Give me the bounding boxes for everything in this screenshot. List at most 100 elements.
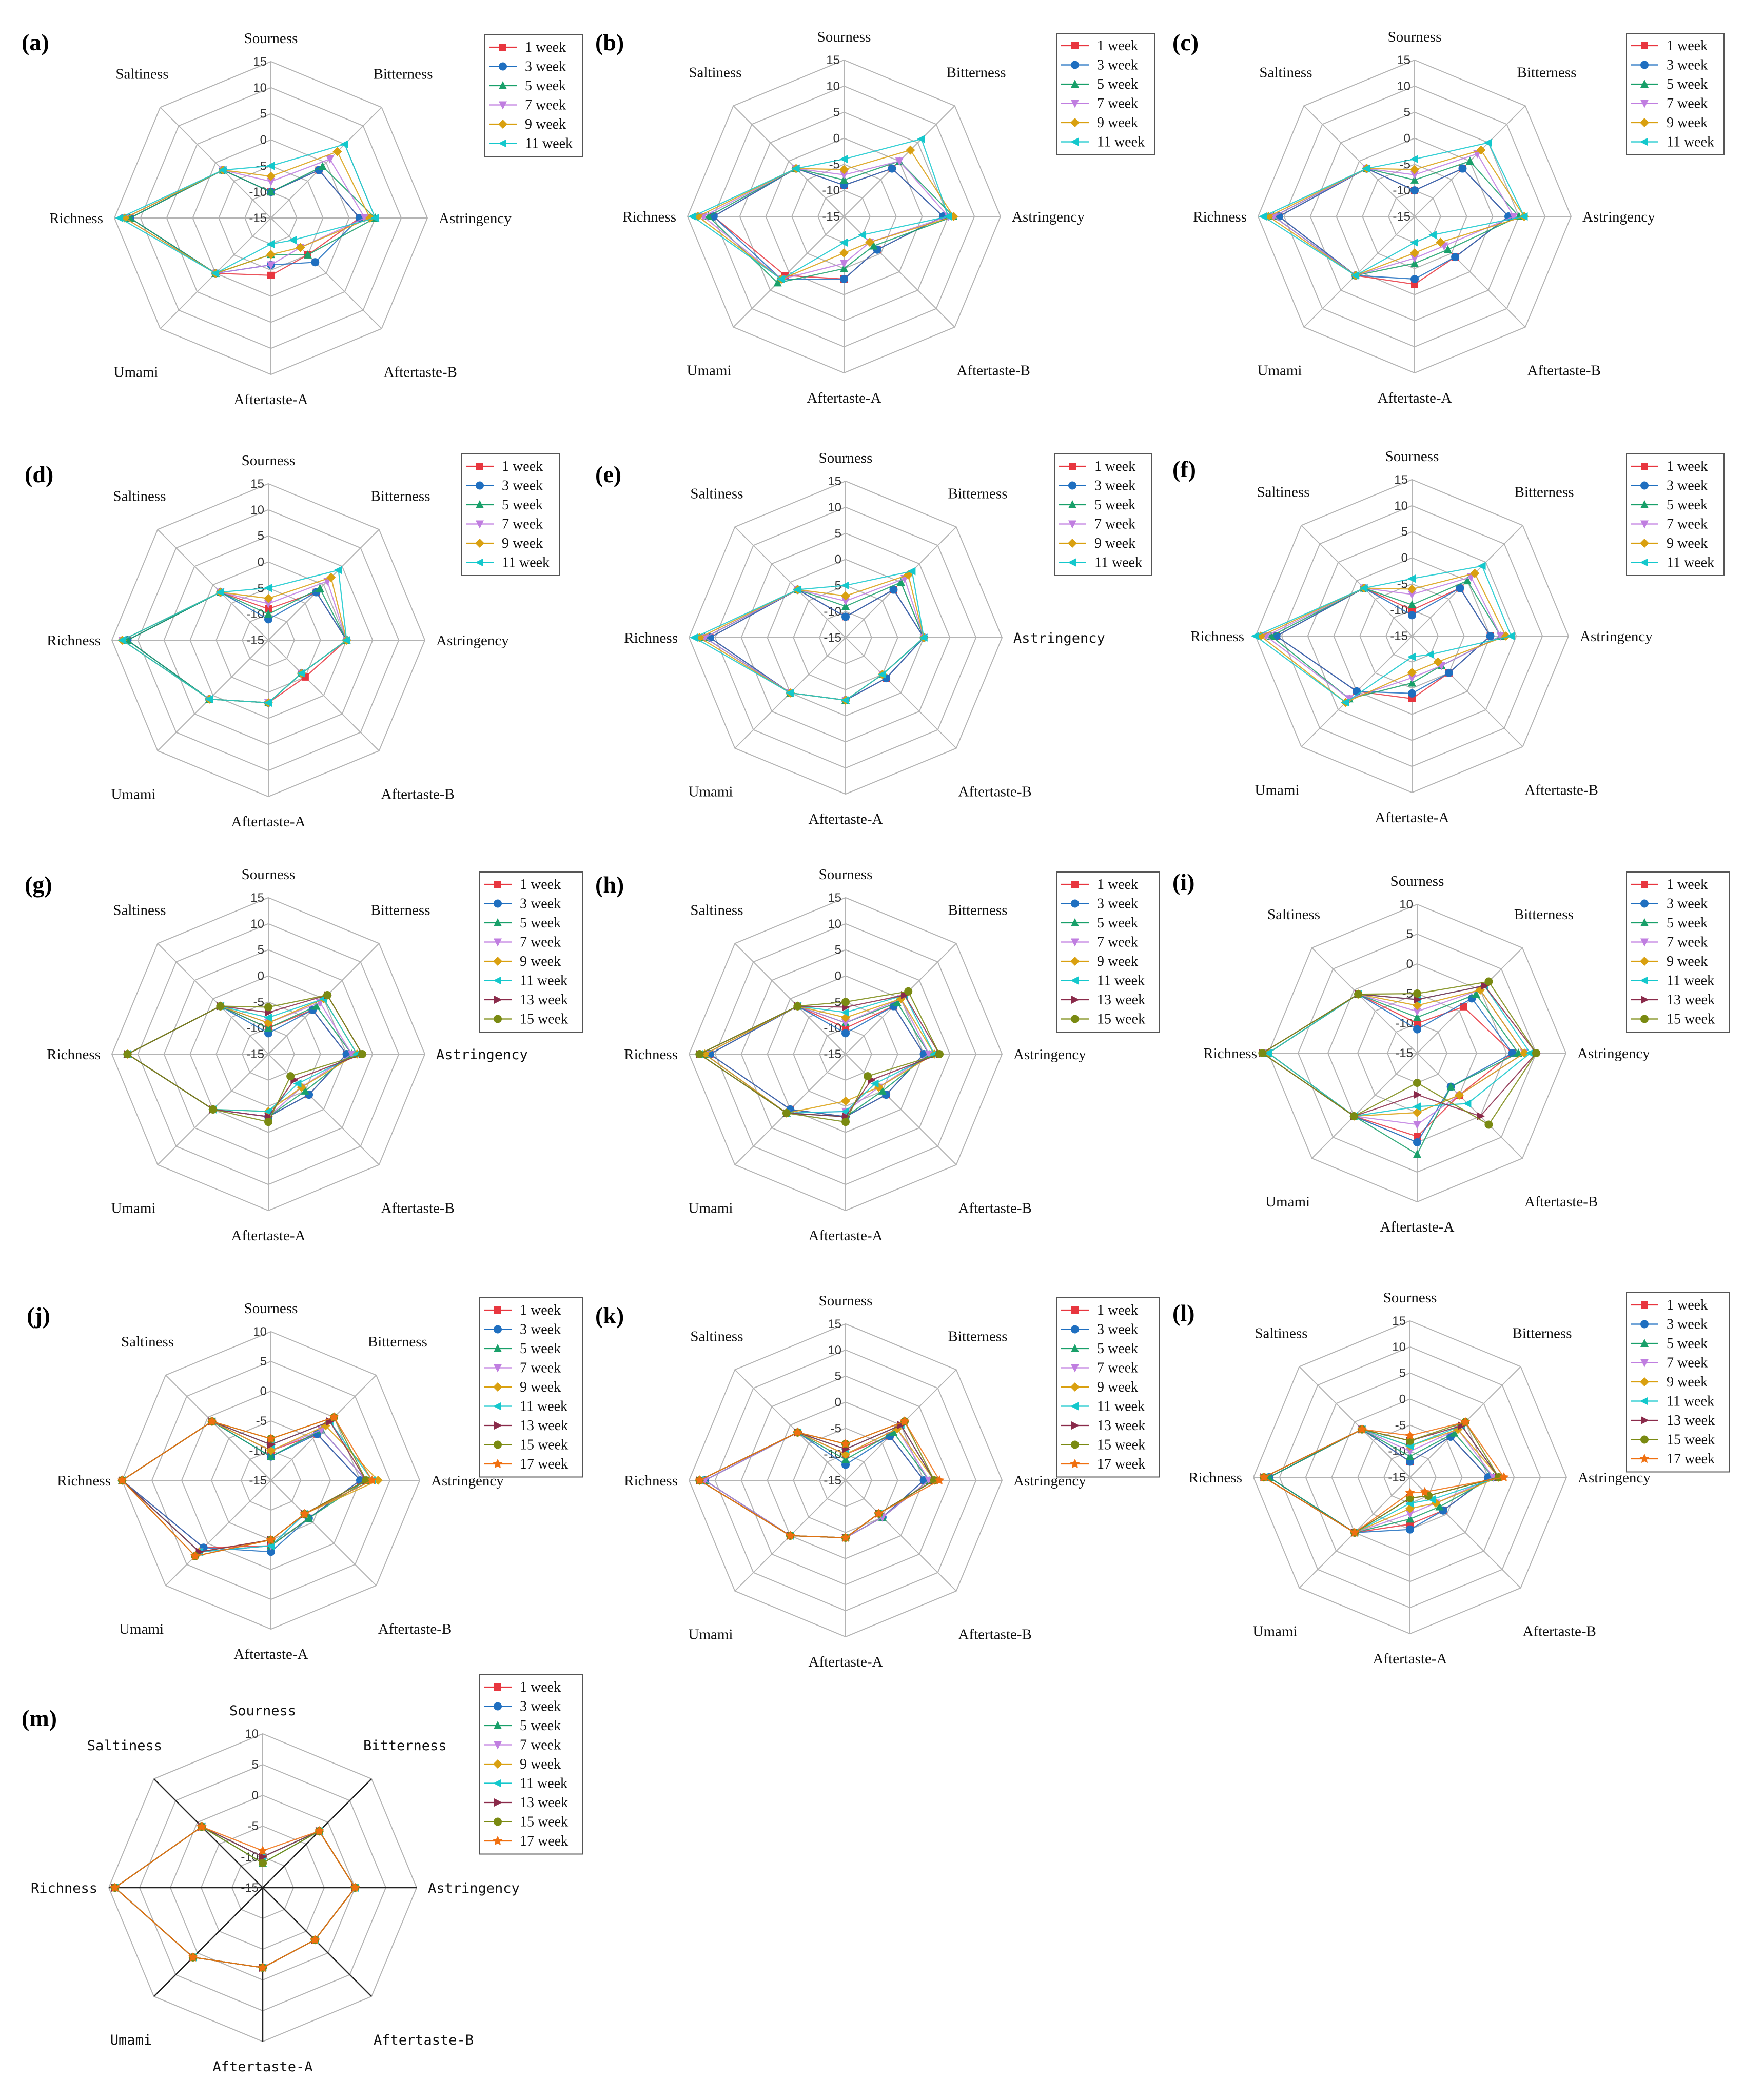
data-point xyxy=(841,602,850,610)
legend-label: 17 week xyxy=(520,1456,568,1472)
legend-label: 15 week xyxy=(1097,1437,1145,1453)
axis-label: Umami xyxy=(1253,1623,1298,1640)
legend-box xyxy=(1626,33,1725,155)
data-point xyxy=(919,633,928,642)
axis-label: Astringency xyxy=(428,1880,520,1896)
legend-marker xyxy=(1070,1402,1079,1411)
data-point xyxy=(266,240,275,248)
legend-marker xyxy=(1068,558,1076,567)
legend-marker xyxy=(476,500,484,508)
legend-label: 9 week xyxy=(1667,115,1708,131)
axis-label: Richness xyxy=(49,210,103,227)
data-point xyxy=(264,593,273,603)
axis-label: Sourness xyxy=(1390,873,1444,889)
legend-label: 11 week xyxy=(520,1776,567,1792)
data-point xyxy=(889,585,898,594)
data-point xyxy=(1458,164,1467,173)
legend-label: 13 week xyxy=(1097,1418,1145,1434)
series xyxy=(111,1823,359,1971)
data-point xyxy=(1406,1448,1414,1456)
series-line xyxy=(114,1826,356,1969)
legend-marker xyxy=(1640,957,1649,966)
axis-label: Aftertaste-B xyxy=(381,1200,455,1217)
tick-label: 15 xyxy=(1392,1314,1406,1328)
axis-spoke xyxy=(845,1054,957,1165)
legend-marker xyxy=(1068,520,1076,529)
tick-label: 10 xyxy=(1397,80,1410,93)
data-point xyxy=(1433,657,1443,667)
radar-panel: (h)151050-5-10-15SournessBitternessAstri… xyxy=(595,866,1160,1244)
tick-label: 5 xyxy=(835,943,841,957)
tick-label: 5 xyxy=(258,943,264,957)
data-point xyxy=(1463,576,1472,585)
data-point xyxy=(841,998,850,1006)
series-line xyxy=(114,1826,356,1969)
data-point xyxy=(267,177,275,186)
series-line xyxy=(1267,994,1519,1155)
series-line xyxy=(1276,587,1491,694)
axis-spoke xyxy=(734,1369,846,1481)
legend-marker xyxy=(499,81,507,89)
series xyxy=(694,1416,945,1542)
axis-label: Aftertaste-A xyxy=(231,1227,306,1244)
axis-label: Richness xyxy=(624,1473,678,1489)
legend: 1 week 3 week 5 week 7 week 9 week 11 week 13 … xyxy=(479,1674,583,1855)
data-point xyxy=(1410,155,1418,164)
data-point xyxy=(841,612,850,621)
tick-label: -15 xyxy=(241,1881,259,1895)
data-point xyxy=(312,1001,321,1010)
legend-marker xyxy=(476,481,484,490)
data-point xyxy=(323,990,332,999)
radar-panel: (k) 151050-5-10-15SournessBitternessAstri… xyxy=(595,1293,1160,1670)
data-point xyxy=(1410,259,1419,267)
axis-label: Aftertaste-A xyxy=(1380,1219,1455,1235)
data-point xyxy=(888,164,896,173)
legend-label: 17 week xyxy=(1097,1456,1145,1472)
legend-label: 1 week xyxy=(1667,877,1708,893)
legend-box xyxy=(479,871,583,1033)
legend-label: 11 week xyxy=(1667,555,1714,571)
data-point xyxy=(906,145,915,155)
axis-label: Aftertaste-A xyxy=(1373,1651,1447,1667)
legend-label: 1 week xyxy=(1094,459,1135,474)
data-point xyxy=(841,597,850,606)
data-point xyxy=(793,1427,803,1437)
tick-label: -10 xyxy=(1388,1444,1406,1458)
legend-label: 1 week xyxy=(1097,1302,1138,1318)
data-point xyxy=(841,581,849,590)
radar-panel: (g) 15 10 5 0 -5 -10 -15 Sourness Bitterness Astri… xyxy=(25,866,583,1244)
data-point xyxy=(259,1853,267,1861)
legend-marker xyxy=(1639,1454,1650,1463)
axis-spoke xyxy=(157,943,269,1055)
data-point xyxy=(704,212,713,220)
legend-marker xyxy=(1071,1364,1079,1373)
data-point xyxy=(1465,156,1474,165)
series xyxy=(119,1418,364,1552)
legend-label: 9 week xyxy=(520,1379,561,1395)
tick-label: -10 xyxy=(249,185,267,199)
legend-label: 7 week xyxy=(1097,96,1138,112)
data-point xyxy=(694,1475,704,1485)
tick-label: -15 xyxy=(249,211,267,225)
legend-label: 5 week xyxy=(525,78,566,94)
data-point xyxy=(264,609,272,618)
data-point xyxy=(370,214,379,222)
data-point xyxy=(373,1476,383,1485)
legend: 1 week 3 week 5 week 7 week 9 week 11 week 13 … xyxy=(1056,871,1160,1033)
axis-label: Saltiness xyxy=(1257,484,1309,501)
series xyxy=(111,1822,359,1972)
axis-label: Sourness xyxy=(1383,1290,1437,1306)
legend-marker xyxy=(494,1440,502,1449)
data-point xyxy=(1472,989,1480,998)
radar-panel: (m) 10 5 0 -5 -10 -15 Sourness Bitterness Astring… xyxy=(22,1674,583,2075)
legend-label: 15 week xyxy=(1667,1012,1715,1027)
data-point xyxy=(907,567,916,576)
tick-label: 5 xyxy=(260,1355,267,1369)
legend: 1 week 3 week 5 week 7 week 9 week 11 week 13 … xyxy=(479,1297,583,1478)
axis-label: Bitterness xyxy=(371,488,430,505)
legend-label: 13 week xyxy=(1097,992,1145,1008)
axis-label: Bitterness xyxy=(371,902,430,919)
axis-label: Richness xyxy=(624,630,678,646)
legend-marker xyxy=(1640,1339,1649,1347)
legend-label: 5 week xyxy=(520,1341,561,1357)
